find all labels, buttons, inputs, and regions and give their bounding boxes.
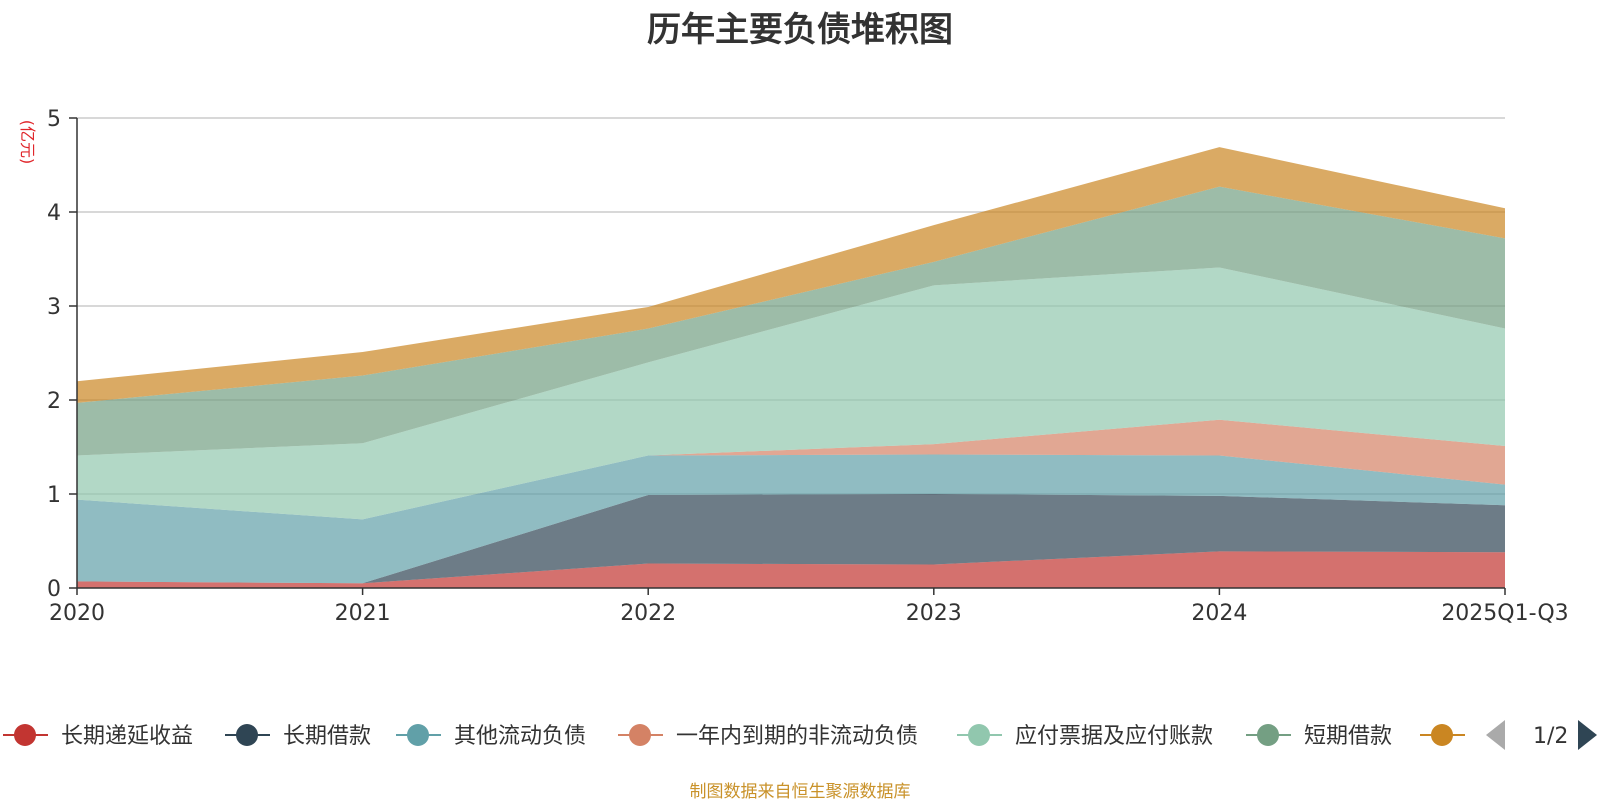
y-tick-label: 1 xyxy=(47,483,61,508)
legend-marker xyxy=(236,724,258,746)
area-series-3[interactable] xyxy=(77,454,1505,584)
area-series-layer xyxy=(77,147,1505,588)
legend-item-5[interactable]: 应付票据及应付账款 xyxy=(957,724,1213,749)
x-tick-label: 2020 xyxy=(49,601,105,626)
area-series-1[interactable] xyxy=(77,551,1505,588)
legend-item-6[interactable]: 短期借款 xyxy=(1246,724,1392,749)
legend-label: 长期借款 xyxy=(283,724,371,749)
legend-marker xyxy=(968,724,990,746)
legend[interactable]: 长期递延收益 长期借款 其他流动负债 一年内到期的非流动负债 应付票据及应付账款 短期借款… xyxy=(3,720,1597,750)
legend-page-indicator: 1/2 xyxy=(1533,724,1568,749)
legend-label: 其他流动负债 xyxy=(454,724,586,749)
x-tick-label: 2025Q1-Q3 xyxy=(1441,601,1568,626)
area-series-2[interactable] xyxy=(77,494,1505,584)
axes: 0 1 2 3 4 5 2020 2021 2022 2023 2024 2025Q1-Q3 (亿元) xyxy=(18,107,1569,626)
legend-item-1[interactable]: 长期递延收益 xyxy=(3,724,193,749)
y-tick-label: 4 xyxy=(47,201,61,226)
chart-title: 历年主要负债堆积图 xyxy=(647,10,953,50)
area-series-6[interactable] xyxy=(77,186,1505,456)
legend-item-7[interactable] xyxy=(1420,724,1465,746)
legend-marker xyxy=(407,724,429,746)
y-tick-label: 3 xyxy=(47,295,61,320)
data-source-note: 制图数据来自恒生聚源数据库 xyxy=(689,782,911,802)
legend-item-4[interactable]: 一年内到期的非流动负债 xyxy=(618,724,918,749)
y-tick-label: 2 xyxy=(47,389,61,414)
legend-label: 一年内到期的非流动负债 xyxy=(676,724,918,749)
legend-item-3[interactable]: 其他流动负债 xyxy=(396,724,586,749)
area-series-5[interactable] xyxy=(77,267,1505,520)
legend-label: 短期借款 xyxy=(1304,724,1392,749)
x-tick-label: 2023 xyxy=(906,601,962,626)
x-tick-label: 2021 xyxy=(335,601,391,626)
x-tick-label: 2022 xyxy=(620,601,676,626)
legend-item-2[interactable]: 长期借款 xyxy=(225,724,371,749)
legend-marker xyxy=(1257,724,1279,746)
legend-label: 应付票据及应付账款 xyxy=(1015,724,1213,749)
y-tick-label: 0 xyxy=(47,577,61,602)
legend-marker xyxy=(14,724,36,746)
legend-marker xyxy=(629,724,651,746)
legend-marker xyxy=(1431,724,1453,746)
legend-prev-page-icon[interactable] xyxy=(1486,720,1505,750)
y-axis-unit-label: (亿元) xyxy=(18,120,37,165)
legend-next-page-icon[interactable] xyxy=(1578,720,1597,750)
area-series-7[interactable] xyxy=(77,147,1505,403)
area-series-4[interactable] xyxy=(77,419,1505,520)
x-tick-label: 2024 xyxy=(1191,601,1247,626)
y-tick-label: 5 xyxy=(47,107,61,132)
legend-label: 长期递延收益 xyxy=(61,724,193,749)
